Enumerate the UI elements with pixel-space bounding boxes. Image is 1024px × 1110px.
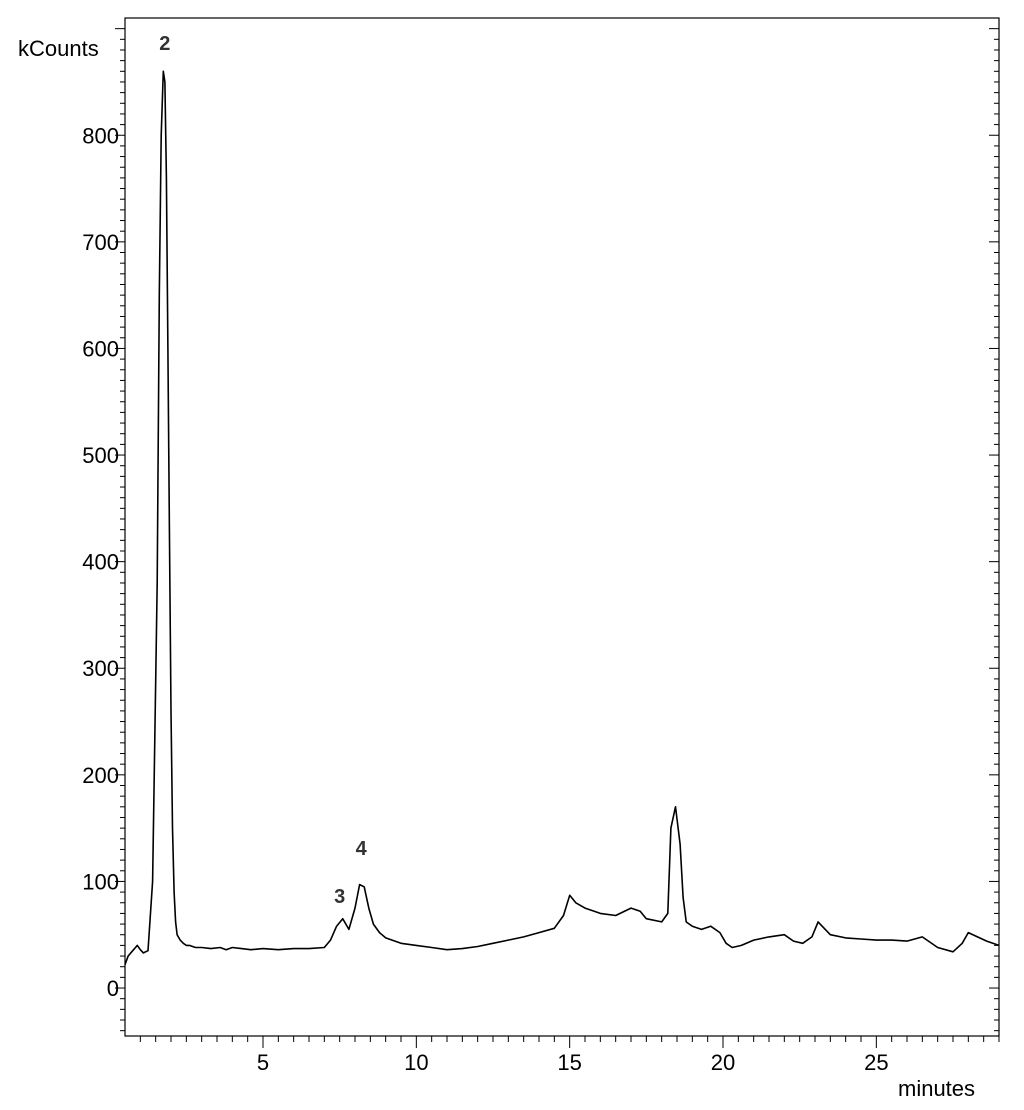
peak-label: 2 <box>159 33 170 55</box>
y-tick-label: 500 <box>82 443 119 468</box>
x-tick-label: 15 <box>557 1050 581 1075</box>
y-tick-label: 300 <box>82 656 119 681</box>
chromatogram-trace <box>124 70 1000 965</box>
peak-label: 3 <box>334 886 345 908</box>
x-tick-label: 10 <box>404 1050 428 1075</box>
y-axis-label: kCounts <box>18 36 99 61</box>
y-tick-label: 700 <box>82 230 119 255</box>
plot-frame <box>124 17 1000 1037</box>
peak-annotations: 2 3 4 <box>159 33 367 908</box>
x-axis-tick-labels: 5 10 15 20 25 <box>257 1050 889 1075</box>
y-axis-tick-labels: 0 100 200 300 400 500 600 700 800 <box>82 123 119 1001</box>
x-tick-label: 20 <box>711 1050 735 1075</box>
y-axis-ticks-right <box>989 28 999 1032</box>
x-tick-label: 5 <box>257 1050 269 1075</box>
x-axis-label: minutes <box>898 1076 975 1101</box>
y-tick-label: 800 <box>82 123 119 148</box>
y-tick-label: 0 <box>107 976 119 1001</box>
y-tick-label: 200 <box>82 763 119 788</box>
x-axis-ticks <box>139 1036 1000 1048</box>
y-tick-label: 100 <box>82 869 119 894</box>
y-tick-label: 600 <box>82 336 119 361</box>
y-tick-label: 400 <box>82 550 119 575</box>
x-tick-label: 25 <box>864 1050 888 1075</box>
peak-label: 4 <box>356 838 368 860</box>
y-axis-ticks-left <box>115 28 125 1032</box>
